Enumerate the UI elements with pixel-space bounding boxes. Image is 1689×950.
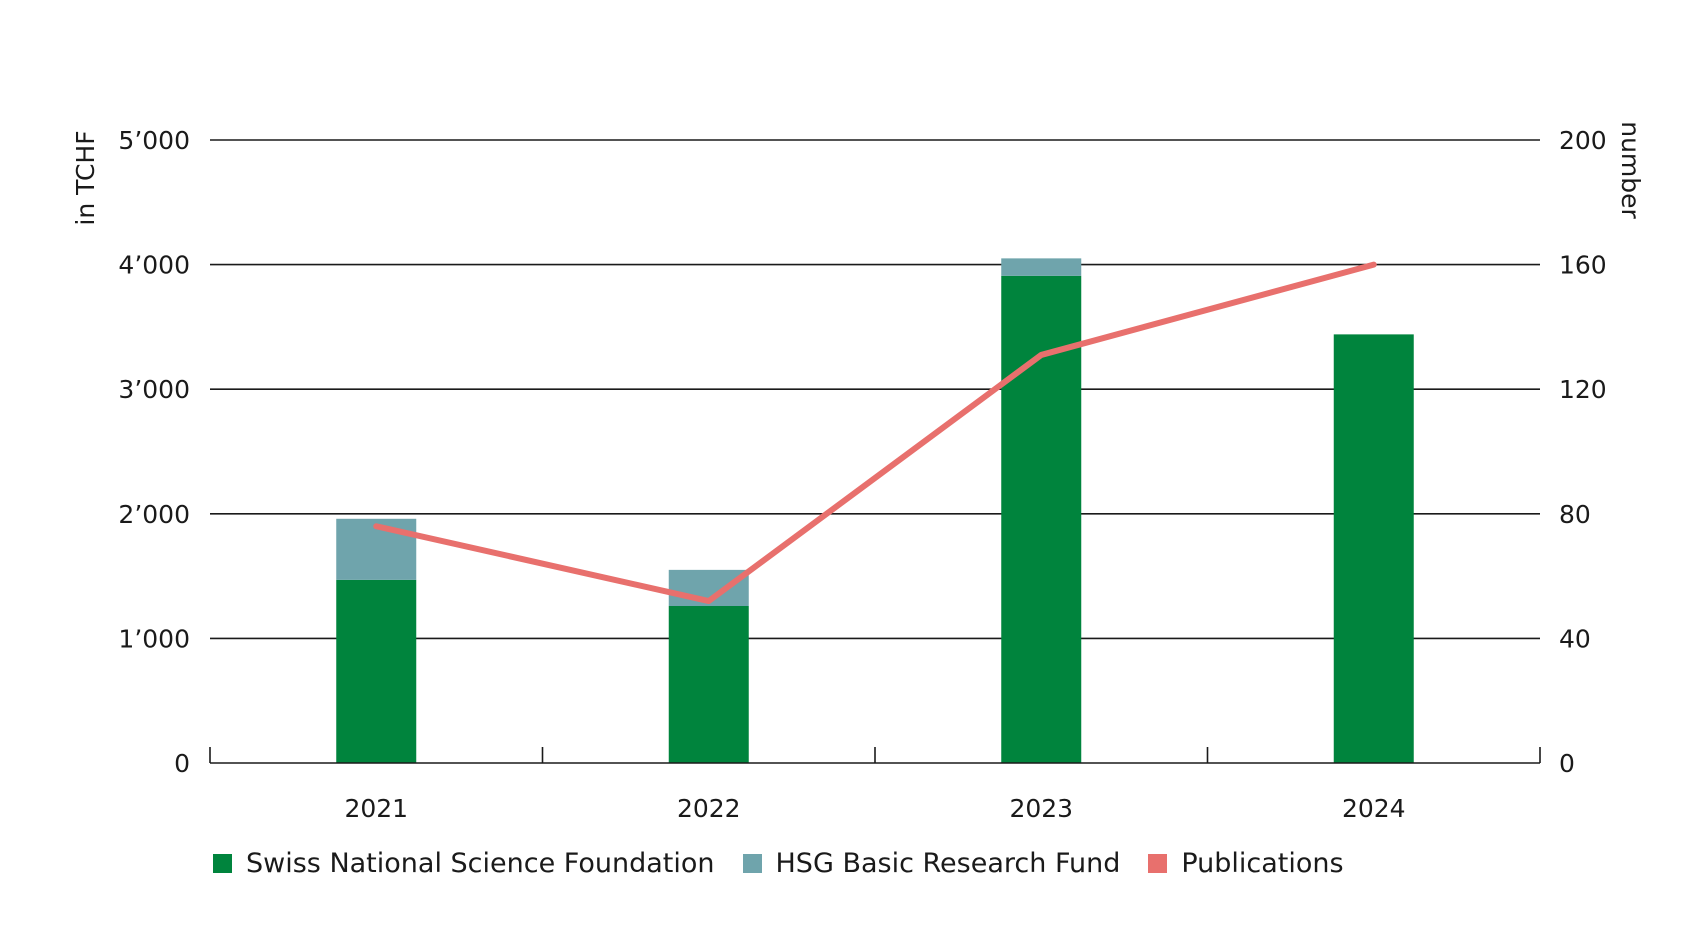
legend-swatch-publications (1148, 854, 1168, 873)
bar-snsf-2024 (1333, 334, 1414, 763)
publications-line (373, 261, 1377, 605)
y-tick-label-right: 80 (1559, 500, 1591, 529)
publications-line-group (373, 261, 1377, 605)
y-tick-label-left: 2’000 (118, 500, 190, 529)
y-tick-label-left: 1’000 (118, 624, 190, 653)
bar-snsf-2021 (336, 579, 417, 763)
x-tick-label: 2021 (344, 794, 408, 823)
y-axis-title-left: in TCHF (71, 130, 100, 225)
axes (209, 747, 1541, 764)
x-tick-label: 2023 (1009, 794, 1073, 823)
tick-labels: 0 0 1’000 40 2’000 80 3’000 120 4’000 160 5’000 200… (118, 126, 1606, 823)
x-tick-label: 2022 (677, 794, 741, 823)
y-tick-label-right: 160 (1559, 251, 1607, 280)
y-tick-label-right: 120 (1559, 375, 1607, 404)
y-tick-label-left: 5’000 (118, 126, 190, 155)
y-tick-label-left: 3’000 (118, 375, 190, 404)
legend-swatch-hsg (742, 854, 762, 873)
y-tick-label-right: 200 (1559, 126, 1607, 155)
legend-label-hsg: HSG Basic Research Fund (775, 848, 1121, 879)
legend-item-hsg: HSG Basic Research Fund (742, 848, 1121, 879)
y-tick-label-left: 0 (174, 749, 190, 778)
x-tick-label: 2024 (1342, 794, 1406, 823)
bar-hsg-2023 (1001, 258, 1082, 276)
legend: Swiss National Science Foundation HSG Ba… (213, 848, 1372, 879)
y-tick-label-right: 0 (1559, 749, 1575, 778)
legend-item-snsf: Swiss National Science Foundation (213, 848, 715, 879)
y-tick-label-right: 40 (1559, 624, 1591, 653)
bars (336, 258, 1414, 763)
y-tick-label-left: 4’000 (118, 251, 190, 280)
legend-item-publications: Publications (1148, 848, 1344, 879)
bar-snsf-2022 (668, 606, 749, 763)
legend-label-publications: Publications (1181, 848, 1344, 879)
gridlines (210, 139, 1540, 640)
legend-swatch-snsf (213, 854, 232, 873)
y-axis-title-right: number (1616, 121, 1645, 219)
legend-label-snsf: Swiss National Science Foundation (246, 848, 715, 879)
